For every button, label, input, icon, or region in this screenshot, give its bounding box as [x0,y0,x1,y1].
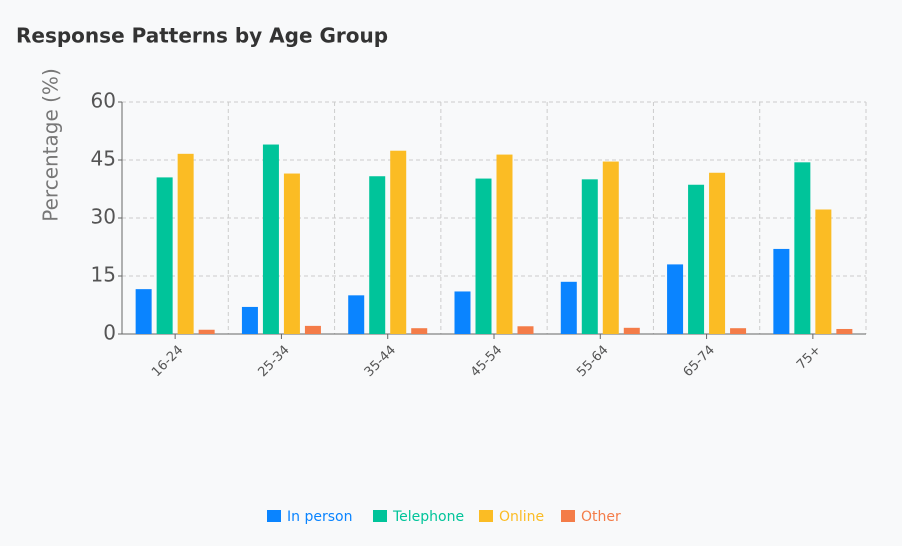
bar [517,326,534,334]
bar [135,289,152,334]
bar [411,328,428,334]
bar [262,144,279,334]
chart-title: Response Patterns by Age Group [16,24,388,48]
bar [390,150,407,334]
legend-swatch [373,510,387,522]
y-tick-label: 30 [91,205,116,229]
bar [177,153,194,334]
bar [581,179,598,334]
x-tick-label: 25-34 [255,343,292,380]
legend-label: Telephone [392,509,464,525]
bar [283,173,300,334]
bar [560,281,577,334]
bar [688,184,705,334]
bar [730,328,747,334]
legend-label: Other [581,509,621,525]
bar [709,172,726,334]
x-tick-label: 45-54 [468,343,505,380]
bar [348,295,365,334]
legend-swatch [479,510,493,522]
bar [369,176,386,334]
y-tick-label: 60 [91,89,116,113]
y-tick-label: 45 [91,147,116,171]
y-axis-title: Percentage (%) [39,68,63,221]
bar [815,209,832,334]
y-tick-label: 0 [103,321,116,345]
legend-label: Online [499,509,544,525]
bar [198,329,215,334]
bar [304,325,321,334]
bar [773,248,790,334]
x-tick-label: 65-74 [681,343,718,380]
bar [241,306,258,334]
x-tick-label: 75+ [794,343,824,373]
bar [602,161,619,334]
legend-label: In person [287,509,352,525]
bar [475,178,492,334]
bar [794,162,811,334]
bar [836,328,853,334]
bar [667,264,684,334]
y-tick-label: 15 [91,263,116,287]
x-tick-label: 35-44 [362,343,399,380]
bar [156,177,173,334]
bar [496,154,513,334]
legend-swatch [561,510,575,522]
x-tick-label: 55-64 [574,343,611,380]
bar [454,291,471,334]
legend-swatch [267,510,281,522]
x-tick-label: 16-24 [149,343,186,380]
bar [623,327,640,334]
